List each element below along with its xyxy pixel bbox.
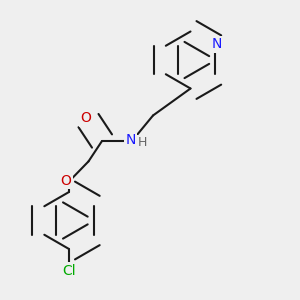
Text: Cl: Cl bbox=[62, 264, 76, 278]
Text: H: H bbox=[138, 136, 147, 149]
Text: O: O bbox=[61, 174, 71, 188]
Text: O: O bbox=[80, 111, 91, 125]
Text: N: N bbox=[125, 133, 136, 147]
Text: N: N bbox=[212, 37, 222, 51]
